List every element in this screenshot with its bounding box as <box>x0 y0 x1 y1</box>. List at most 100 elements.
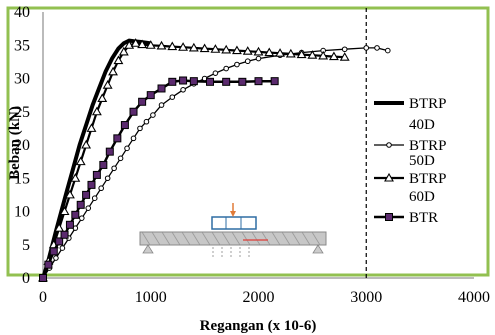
y-tick-label: 10 <box>14 204 30 221</box>
data-point <box>118 46 129 56</box>
inset-hatch <box>151 231 161 246</box>
data-point <box>86 123 97 132</box>
data-point <box>55 237 64 246</box>
data-point <box>264 47 275 57</box>
series-3 <box>38 38 350 282</box>
legend-marker <box>386 142 392 148</box>
legend-label: 40D <box>409 117 435 133</box>
data-point <box>238 77 247 86</box>
legend-label: BTRP <box>409 96 447 112</box>
data-point <box>270 77 279 86</box>
data-point <box>76 200 85 209</box>
x-tick-label: 2000 <box>243 289 275 306</box>
inset-hatch <box>301 231 311 246</box>
inset-hatch <box>281 231 291 246</box>
data-point <box>113 55 124 65</box>
data-point <box>71 210 80 219</box>
data-point <box>157 84 166 93</box>
inset-load-arrow <box>230 211 236 217</box>
data-point <box>70 173 81 182</box>
y-tick-label: 35 <box>14 37 30 54</box>
data-point <box>307 50 318 59</box>
data-point <box>49 247 58 256</box>
data-point <box>113 134 122 143</box>
data-point <box>189 77 198 86</box>
inset-hatch <box>161 231 171 246</box>
data-point <box>199 43 210 53</box>
data-point <box>78 215 85 221</box>
series-layer <box>38 38 391 282</box>
data-point <box>59 206 70 216</box>
data-point <box>206 77 215 86</box>
axis-ticks: 0 5 10 15 20 25 30 35 40 0 1000 2000 3000 4000 <box>14 4 490 306</box>
data-point <box>54 223 65 232</box>
data-point <box>91 195 98 201</box>
legend-label: BTRP <box>409 171 447 187</box>
series-4 <box>39 76 279 282</box>
data-point <box>143 118 150 125</box>
inset-hatch <box>171 231 181 246</box>
data-point <box>92 170 101 179</box>
inset-hatch <box>311 231 321 246</box>
inset-hatch <box>181 231 191 246</box>
data-point <box>232 45 242 55</box>
inset-hatch <box>261 231 271 246</box>
data-point <box>253 46 264 56</box>
inset-hatch <box>241 231 251 246</box>
data-point <box>275 48 285 57</box>
inset-hatch <box>231 231 241 246</box>
beam-setup-icon <box>139 203 327 258</box>
data-point <box>167 41 178 51</box>
data-point <box>158 102 165 108</box>
data-point <box>223 65 229 72</box>
data-point <box>108 66 118 76</box>
inset-load-frame <box>211 216 257 230</box>
y-tick-label: 0 <box>22 270 30 287</box>
data-point <box>150 112 156 118</box>
data-point <box>75 156 86 166</box>
data-point <box>328 51 339 61</box>
data-point <box>234 61 240 68</box>
legend-label: BTR <box>409 210 438 226</box>
data-point <box>111 165 117 172</box>
data-point <box>242 46 253 55</box>
data-point <box>81 139 92 149</box>
inset-hatch <box>211 231 221 246</box>
data-point <box>169 94 176 100</box>
data-point <box>59 245 66 251</box>
data-point <box>91 106 102 116</box>
data-point <box>180 87 186 93</box>
data-point <box>104 175 111 182</box>
y-tick-label: 40 <box>14 4 30 21</box>
data-point <box>130 38 141 47</box>
legend-label: BTRP <box>409 138 447 154</box>
y-tick-label: 20 <box>14 137 30 154</box>
legend-marker <box>384 172 394 182</box>
legend-label: 60D <box>409 189 435 205</box>
x-axis-title: Regangan (x 10-6) <box>200 318 317 334</box>
data-point <box>53 255 59 261</box>
data-point <box>39 274 47 282</box>
inset-support <box>312 244 324 254</box>
data-point <box>244 58 251 65</box>
y-tick-label: 30 <box>14 71 30 88</box>
inset-hatch <box>291 231 301 246</box>
data-point <box>145 40 156 49</box>
inset-hatch <box>141 231 151 246</box>
data-point <box>65 220 74 229</box>
data-point <box>120 121 129 130</box>
data-point <box>254 77 263 86</box>
data-point <box>255 55 262 62</box>
inset-hatch <box>191 231 201 246</box>
inset-hatch <box>221 231 231 246</box>
data-point <box>210 44 221 53</box>
data-point <box>85 205 92 211</box>
data-point <box>117 155 124 162</box>
data-point <box>98 185 104 192</box>
inset-support <box>142 244 154 254</box>
data-point <box>102 80 113 89</box>
inset-beam <box>139 231 327 246</box>
data-point <box>129 107 138 116</box>
